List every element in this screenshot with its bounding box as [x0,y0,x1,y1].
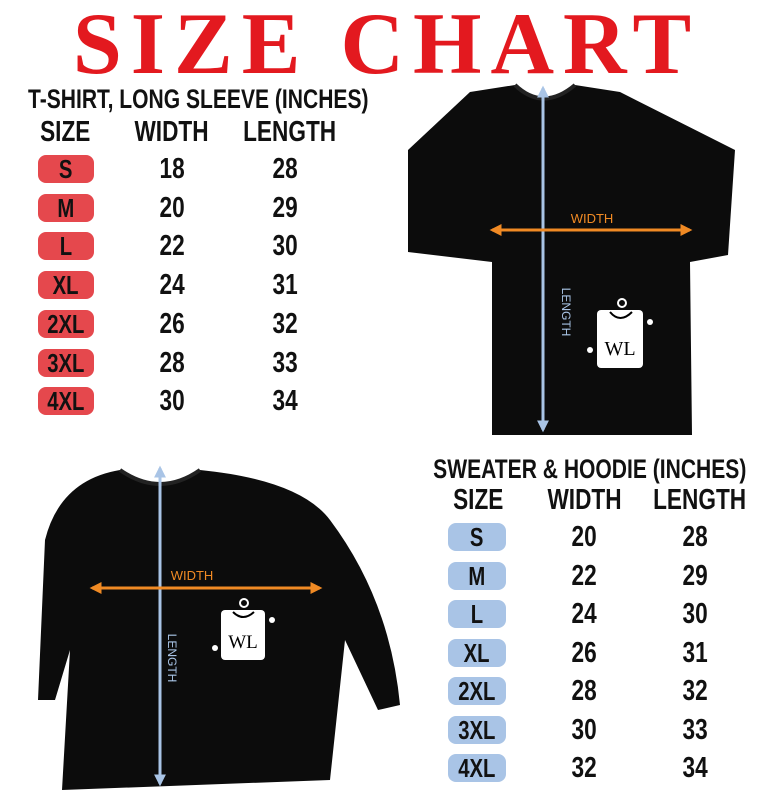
size-label: 3XL [47,347,85,378]
header-width: WIDTH [134,116,210,148]
size-label: 3XL [458,714,496,745]
table-row: XL 24 31 [0,269,773,302]
length-value: 30 [272,230,298,263]
width-value: 26 [571,636,597,669]
size-pill: M [38,192,94,223]
header-length: LENGTH [243,116,337,148]
sweater-shape [38,470,400,790]
length-value: 31 [272,269,298,302]
width-value: 28 [159,346,185,379]
size-label: L [59,231,73,262]
length-value: 29 [272,191,298,224]
size-label: 2XL [47,308,85,339]
table-row: L 24 30 [0,598,773,630]
width-value: 22 [571,559,597,592]
width-value: 28 [571,675,597,707]
width-value: 30 [571,713,597,746]
length-value: 33 [682,713,708,746]
size-label: 2XL [458,676,496,706]
table-row: 3XL 30 33 [0,713,773,746]
tshirt-width-label: WIDTH [571,211,614,226]
table-row: M 22 29 [0,559,773,592]
table-row: L 22 30 [0,230,773,263]
length-value: 32 [682,675,708,707]
table-header: SIZE WIDTH LENGTH [0,116,773,148]
size-label: M [468,560,486,591]
size-label: S [59,154,73,184]
length-value: 28 [682,521,708,553]
size-label: L [470,599,484,629]
table-row: S 20 28 [0,521,773,553]
size-label: S [470,522,484,552]
header-width: WIDTH [547,484,623,516]
table-row: 4XL 30 34 [0,385,773,418]
size-label: XL [53,270,79,301]
length-value: 33 [272,346,298,379]
length-value: 32 [272,307,298,340]
width-value: 24 [159,269,185,302]
length-value: 28 [272,153,298,185]
size-pill: S [38,155,94,183]
length-value: 29 [682,559,708,592]
logo-text: WL [228,632,258,653]
length-value: 31 [682,636,708,669]
width-value: 18 [159,153,185,185]
table-row: 4XL 32 34 [0,752,773,784]
table-row: M 20 29 [0,191,773,224]
size-pill: L [38,231,94,262]
width-value: 30 [159,385,185,418]
page-title: SIZE CHART [72,0,701,93]
size-pill: 2XL [448,677,506,705]
size-label: M [57,192,75,223]
table-row: 2XL 28 32 [0,675,773,707]
size-label: 4XL [458,753,496,783]
header-size: SIZE [39,116,91,148]
table-title: SWEATER & HOODIE (INCHES) [433,454,747,484]
size-pill: 4XL [448,754,506,782]
length-value: 34 [682,752,708,784]
width-value: 20 [159,191,185,224]
size-pill: S [448,523,506,551]
size-pill: XL [448,637,506,668]
logo-sweater: WL [212,598,275,660]
size-pill: L [448,600,506,628]
width-value: 26 [159,307,185,340]
table-row: XL 26 31 [0,636,773,669]
table-header: SIZE WIDTH LENGTH [0,484,773,516]
size-pill: 2XL [38,308,94,339]
size-pill: XL [38,270,94,301]
table-title: T-SHIRT, LONG SLEEVE (INCHES) [28,84,369,114]
logo-tshirt: WL [587,298,653,368]
size-pill: 3XL [38,347,94,378]
size-pill: 4XL [38,386,94,417]
size-pill: M [448,560,506,591]
header-size: SIZE [452,484,504,516]
width-value: 20 [571,521,597,553]
sweater-width-label: WIDTH [171,568,214,583]
tshirt-length-label: LENGTH [559,288,573,337]
width-value: 22 [159,230,185,263]
width-value: 24 [571,598,597,630]
width-value: 32 [571,752,597,784]
logo-text: WL [604,338,635,360]
tshirt-shape [408,85,735,435]
table-row: S 18 28 [0,153,773,185]
size-label: XL [464,637,490,668]
sweater-length-label: LENGTH [165,634,179,683]
table-row: 3XL 28 33 [0,346,773,379]
length-value: 30 [682,598,708,630]
size-pill: 3XL [448,714,506,745]
table-row: 2XL 26 32 [0,307,773,340]
header-length: LENGTH [653,484,747,516]
length-value: 34 [272,385,298,418]
size-label: 4XL [47,386,85,417]
